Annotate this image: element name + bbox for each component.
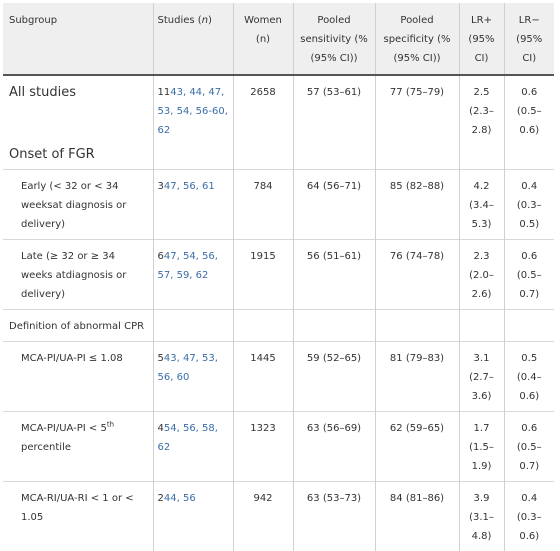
row-mca-ri: MCA-RI/UA-RI < 1 or < 1.05 244, 56 942 6… xyxy=(3,482,554,551)
study-references[interactable]: 47, 54, 56, 57, 59, 62 xyxy=(158,251,218,281)
subgroup-analysis-table: Subgroup Studies (n) Women(n) Pooled sen… xyxy=(3,3,554,551)
study-references[interactable]: 44, 56 xyxy=(164,493,196,504)
header-subgroup: Subgroup xyxy=(3,3,153,75)
women-cell: 2658 xyxy=(233,75,293,145)
studies-cell: 1143, 44, 47, 53, 54, 56-60, 62 xyxy=(153,75,233,145)
row-all-studies: All studies 1143, 44, 47, 53, 54, 56-60,… xyxy=(3,75,554,145)
women-cell: 1915 xyxy=(233,240,293,310)
lr-positive-cell: 2.3 (2.0–2.6) xyxy=(459,240,504,310)
lr-negative-cell: 0.6 (0.5–0.7) xyxy=(504,240,554,310)
studies-cell: 244, 56 xyxy=(153,482,233,551)
subgroup-label: Late (≥ 32 or ≥ 34 weeks atdiagnosis or … xyxy=(3,240,153,310)
women-cell: 784 xyxy=(233,170,293,240)
lr-positive-cell: 1.7 (1.5–1.9) xyxy=(459,412,504,482)
sensitivity-cell: 63 (56–69) xyxy=(293,412,375,482)
row-mca-108: MCA-PI/UA-PI ≤ 1.08 543, 47, 53, 56, 60 … xyxy=(3,342,554,412)
women-cell: 1323 xyxy=(233,412,293,482)
studies-cell: 647, 54, 56, 57, 59, 62 xyxy=(153,240,233,310)
subgroup-label: All studies xyxy=(3,75,153,145)
subgroup-label: Early (< 32 or < 34 weeksat diagnosis or… xyxy=(3,170,153,240)
sensitivity-cell: 59 (52–65) xyxy=(293,342,375,412)
studies-cell: 543, 47, 53, 56, 60 xyxy=(153,342,233,412)
header-sensitivity: Pooled sensitivity (% (95% CI)) xyxy=(293,3,375,75)
lr-negative-cell: 0.6 (0.5–0.6) xyxy=(504,75,554,145)
subgroup-label: MCA-PI/UA-PI ≤ 1.08 xyxy=(3,342,153,412)
lr-negative-cell: 0.4 (0.3–0.5) xyxy=(504,170,554,240)
row-onset-heading: Onset of FGR xyxy=(3,145,554,170)
header-specificity: Pooled specificity (% (95% CI)) xyxy=(375,3,459,75)
header-row: Subgroup Studies (n) Women(n) Pooled sen… xyxy=(3,3,554,75)
specificity-cell: 85 (82–88) xyxy=(375,170,459,240)
study-references[interactable]: 54, 56, 58, 62 xyxy=(158,423,218,453)
sensitivity-cell: 56 (51–61) xyxy=(293,240,375,310)
sensitivity-cell: 57 (53–61) xyxy=(293,75,375,145)
lr-positive-cell: 2.5 (2.3–2.8) xyxy=(459,75,504,145)
women-cell: 1445 xyxy=(233,342,293,412)
sensitivity-cell: 63 (53–73) xyxy=(293,482,375,551)
studies-cell: 347, 56, 61 xyxy=(153,170,233,240)
header-lr-negative: LR− (95% CI) xyxy=(504,3,554,75)
lr-negative-cell: 0.5 (0.4–0.6) xyxy=(504,342,554,412)
section-heading: Onset of FGR xyxy=(3,145,153,170)
header-women: Women(n) xyxy=(233,3,293,75)
specificity-cell: 81 (79–83) xyxy=(375,342,459,412)
header-studies: Studies (n) xyxy=(153,3,233,75)
lr-positive-cell: 3.9 (3.1–4.8) xyxy=(459,482,504,551)
specificity-cell: 62 (59–65) xyxy=(375,412,459,482)
section-heading: Definition of abnormal CPR xyxy=(3,310,153,342)
lr-negative-cell: 0.6 (0.5–0.7) xyxy=(504,412,554,482)
specificity-cell: 77 (75–79) xyxy=(375,75,459,145)
women-cell: 942 xyxy=(233,482,293,551)
sensitivity-cell: 64 (56–71) xyxy=(293,170,375,240)
row-late: Late (≥ 32 or ≥ 34 weeks atdiagnosis or … xyxy=(3,240,554,310)
lr-positive-cell: 4.2 (3.4–5.3) xyxy=(459,170,504,240)
specificity-cell: 84 (81–86) xyxy=(375,482,459,551)
study-references[interactable]: 47, 56, 61 xyxy=(164,181,215,192)
studies-cell: 454, 56, 58, 62 xyxy=(153,412,233,482)
row-definition-heading: Definition of abnormal CPR xyxy=(3,310,554,342)
specificity-cell: 76 (74–78) xyxy=(375,240,459,310)
header-lr-positive: LR+ (95% CI) xyxy=(459,3,504,75)
row-early: Early (< 32 or < 34 weeksat diagnosis or… xyxy=(3,170,554,240)
study-references[interactable]: 43, 47, 53, 56, 60 xyxy=(158,353,218,383)
lr-positive-cell: 3.1 (2.7–3.6) xyxy=(459,342,504,412)
subgroup-label: MCA-RI/UA-RI < 1 or < 1.05 xyxy=(3,482,153,551)
lr-negative-cell: 0.4 (0.3–0.6) xyxy=(504,482,554,551)
